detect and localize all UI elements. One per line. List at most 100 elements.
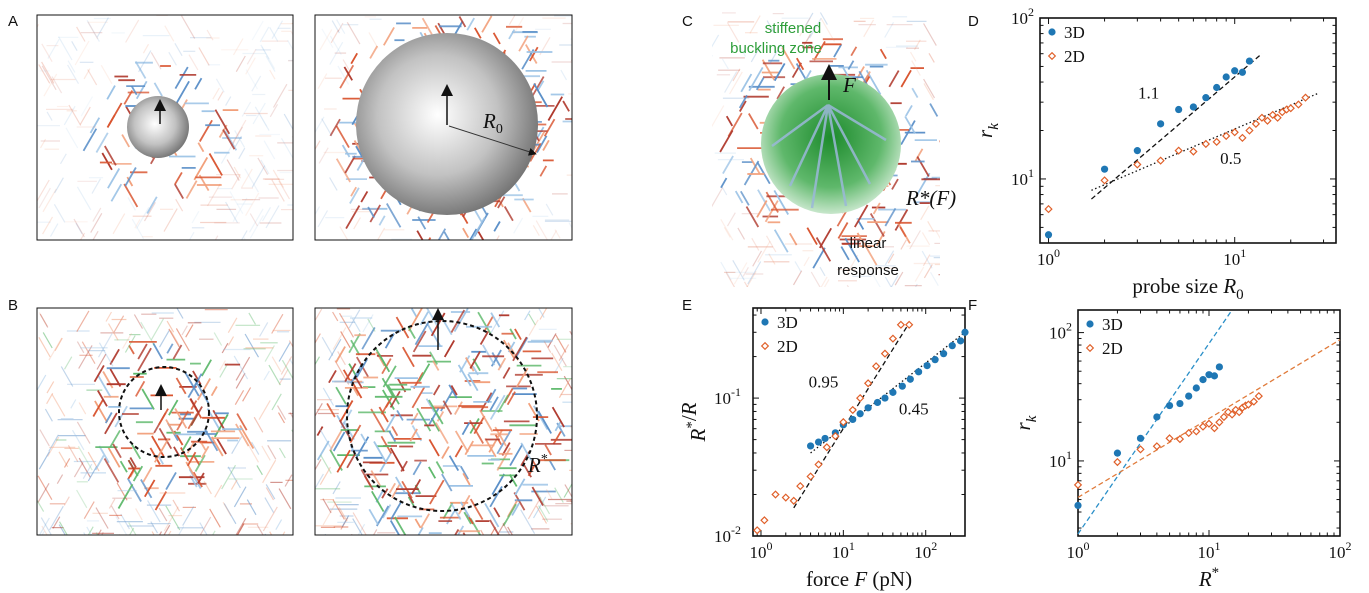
data-point <box>1184 428 1193 438</box>
fiber-segment <box>188 231 195 240</box>
fiber-segment <box>177 526 185 535</box>
fiber-segment <box>765 235 777 253</box>
fiber-segment <box>58 524 66 535</box>
data-point <box>856 410 864 418</box>
fiber-segment <box>104 412 113 424</box>
fiber-segment <box>458 16 467 28</box>
fiber-segment <box>380 435 393 454</box>
fit-line <box>1091 53 1263 200</box>
fiber-segment <box>194 454 206 472</box>
data-point <box>1176 399 1184 408</box>
data-point <box>880 349 890 358</box>
fiber-segment <box>362 314 374 333</box>
fiber-segment <box>76 26 86 42</box>
fiber-segment <box>815 237 832 262</box>
fiber-segment <box>495 235 500 240</box>
fiber-segment <box>349 424 362 444</box>
fiber-segment <box>107 168 121 189</box>
radius-label: R0 <box>482 109 503 137</box>
fiber-segment <box>89 117 101 134</box>
fiber-segment <box>221 342 229 354</box>
fiber-segment <box>376 505 390 527</box>
rstar-label: R* <box>527 452 548 477</box>
fiber-segment <box>433 384 441 396</box>
fiber-segment <box>514 328 522 341</box>
fiber-segment <box>712 54 713 57</box>
fiber-segment <box>726 22 740 43</box>
fiber-segment <box>454 528 460 535</box>
fiber-segment <box>77 445 93 471</box>
fiber-segment <box>361 326 376 350</box>
fiber-segment <box>176 308 184 319</box>
fiber-segment <box>921 250 933 269</box>
data-point <box>789 496 798 505</box>
fiber-segment <box>337 351 346 366</box>
fiber-segment <box>106 114 116 128</box>
fiber-segment <box>355 377 363 389</box>
fiber-segment <box>163 506 179 532</box>
fiber-segment <box>210 386 218 397</box>
fiber-segment <box>430 417 441 432</box>
data-point <box>1204 419 1214 428</box>
fiber-segment <box>232 38 244 56</box>
data-point <box>822 443 831 452</box>
fiber-segment <box>923 83 934 100</box>
fiber-segment <box>417 216 427 230</box>
fiber-segment <box>491 473 505 496</box>
fiber-segment <box>368 508 379 526</box>
fiber-segment <box>315 140 321 151</box>
fiber-segment <box>342 59 350 70</box>
fiber-segment <box>381 488 389 499</box>
panel-label-f: F <box>968 297 977 314</box>
fiber-segment <box>110 183 123 202</box>
fiber-segment <box>251 441 260 455</box>
fiber-segment <box>210 436 224 457</box>
fiber-segment <box>747 261 762 285</box>
fiber-segment <box>134 219 141 229</box>
fiber-segment <box>490 312 501 328</box>
fiber-segment <box>823 279 830 287</box>
fiber-segment <box>352 386 359 397</box>
fiber-segment <box>869 213 885 237</box>
fiber-segment <box>331 20 340 34</box>
fiber-segment <box>271 393 282 411</box>
fiber-segment <box>39 138 47 149</box>
fiber-segment <box>92 230 99 240</box>
legend-marker <box>761 318 769 326</box>
fiber-segment <box>322 387 335 406</box>
fiber-segment <box>133 314 144 329</box>
fiber-segment <box>757 240 771 263</box>
fiber-segment <box>417 526 424 535</box>
fiber-segment <box>905 104 913 117</box>
fiber-segment <box>819 12 828 25</box>
fiber-segment <box>142 43 150 54</box>
data-point <box>940 350 948 358</box>
fiber-segment <box>38 517 50 535</box>
fiber-segment <box>234 130 246 148</box>
fiber-segment <box>109 429 121 448</box>
fiber-segment <box>899 226 907 238</box>
fiber-segment <box>289 358 293 366</box>
fiber-segment <box>271 313 284 334</box>
fiber-segment <box>124 167 137 187</box>
fiber-segment <box>376 227 386 240</box>
data-point <box>753 526 762 535</box>
fiber-segment <box>198 47 210 66</box>
fiber-segment <box>552 430 562 445</box>
fit-line <box>1077 339 1341 498</box>
data-point <box>848 405 857 415</box>
fiber-segment <box>213 332 223 346</box>
fiber-segment <box>414 320 430 346</box>
data-point <box>821 434 829 443</box>
fiber-segment <box>389 520 401 535</box>
fiber-segment <box>318 147 329 164</box>
legend-label: 2D <box>777 337 798 356</box>
fiber-segment <box>48 337 63 361</box>
data-point <box>1268 110 1277 120</box>
fiber-segment <box>502 503 517 527</box>
fiber-segment <box>319 466 331 485</box>
fiber-segment <box>533 83 549 108</box>
fiber-segment <box>469 419 484 444</box>
fiber-segment <box>269 69 276 80</box>
fiber-segment <box>168 399 179 416</box>
